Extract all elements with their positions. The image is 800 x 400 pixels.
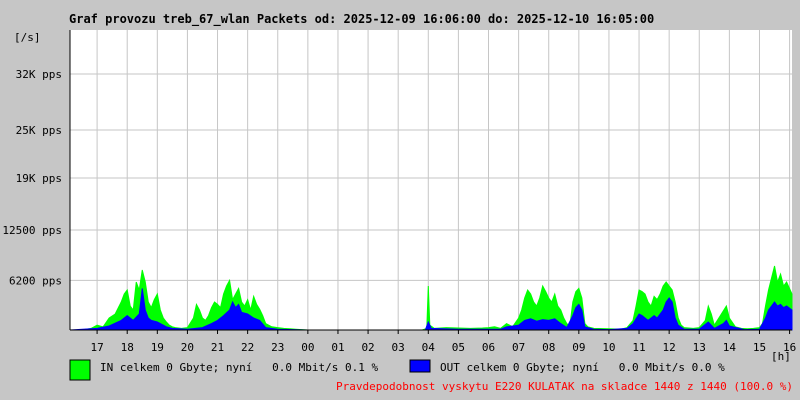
x-tick-label: 20 [181,341,194,354]
legend-in-text: IN celkem 0 Gbyte; nyní 0.0 Mbit/s 0.1 % [100,361,379,374]
x-tick-label: 14 [723,341,737,354]
legend-in-swatch [69,359,91,381]
x-tick-label: 01 [331,341,344,354]
x-tick-label: 13 [693,341,706,354]
x-tick-label: 09 [572,341,585,354]
x-tick-label: 11 [632,341,645,354]
grid-lines [70,30,792,330]
series-out-area [69,288,793,331]
x-tick-label: 00 [301,341,314,354]
x-tick-label: 06 [482,341,495,354]
x-tick-label: 12 [663,341,676,354]
x-tick-label: 21 [211,341,224,354]
chart-title: Graf provozu treb_67_wlan Packets od: 20… [69,12,654,27]
y-axis-unit: [/s] [14,31,41,44]
footer-note: Pravdepodobnost vyskytu E220 KULATAK na … [336,380,793,393]
y-tick-labels: 6200 pps 12500 pps 19K pps 25K pps 32K pps [2,68,62,287]
series-layer [69,265,793,331]
legend-out-text: OUT celkem 0 Gbyte; nyní 0.0 Mbit/s 0.0 … [440,361,725,374]
x-tick-label: 19 [151,341,164,354]
y-tick-label: 25K pps [16,124,62,137]
x-tick-label: 05 [452,341,465,354]
x-tick-label: 07 [512,341,525,354]
plot-area [70,30,792,330]
series-in-area [70,265,793,331]
x-tick-label: 18 [121,341,134,354]
x-tick-label: 08 [542,341,555,354]
y-tick-label: 12500 pps [2,224,62,237]
x-tick-label: 23 [271,341,284,354]
x-tick-label: 22 [241,341,254,354]
y-tick-label: 32K pps [16,68,62,81]
y-tick-label: 6200 pps [9,274,62,287]
x-tick-label: 02 [361,341,374,354]
x-tick-label: 04 [422,341,436,354]
x-tick-labels: 17 18 19 20 21 22 23 00 01 02 03 04 05 06 07 08 09 10 11 12… [90,330,796,354]
x-tick-label: 16 [783,341,796,354]
legend-out-swatch [409,359,431,373]
x-tick-label: 03 [392,341,405,354]
x-axis-unit: [h] [771,350,791,363]
x-tick-label: 15 [753,341,766,354]
x-tick-label: 17 [90,341,103,354]
x-tick-label: 10 [602,341,615,354]
y-tick-label: 19K pps [16,172,62,185]
